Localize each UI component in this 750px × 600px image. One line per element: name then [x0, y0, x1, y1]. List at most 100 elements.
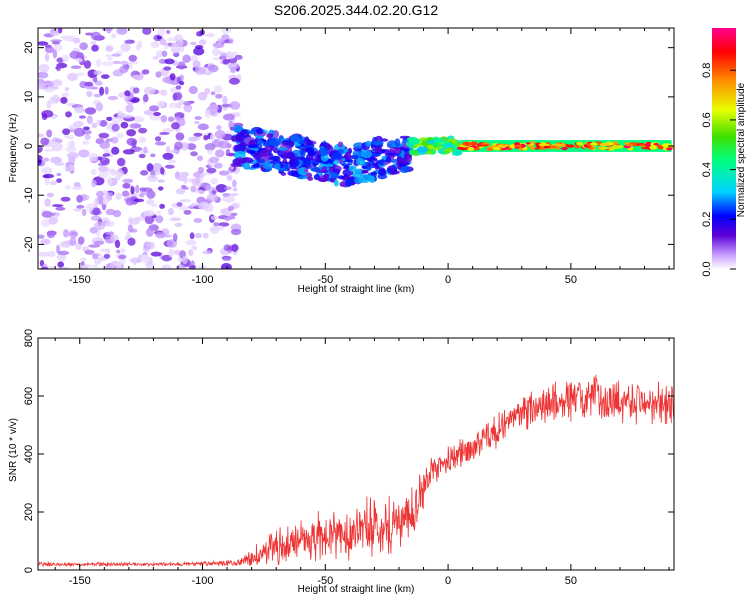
heatmap-cell [222, 95, 228, 105]
heatmap-cell [161, 264, 172, 269]
heatmap-cell [132, 256, 137, 266]
heatmap-cell [215, 93, 223, 99]
heatmap-cell [220, 208, 232, 216]
heatmap-cell [81, 208, 87, 217]
heatmap-cell [224, 216, 231, 222]
heatmap-cell [86, 115, 93, 125]
heatmap-cell [105, 54, 113, 58]
heatmap-cell [167, 116, 175, 122]
heatmap-cell [43, 86, 55, 93]
heatmap-cell [156, 100, 165, 108]
heatmap-cell [318, 147, 329, 157]
heatmap-cell [147, 174, 158, 182]
heatmap-cell [399, 165, 410, 173]
heatmap-cell [63, 229, 69, 238]
heatmap-cell [351, 171, 363, 178]
heatmap-cell [304, 168, 309, 173]
heatmap-cell [58, 28, 63, 34]
heatmap-cell [350, 155, 359, 160]
heatmap-cell [66, 151, 79, 160]
heatmap-cell [116, 28, 128, 35]
heatmap-cell [90, 31, 102, 41]
heatmap-cell [120, 121, 129, 129]
heatmap-cell [348, 165, 357, 173]
heatmap-cell [599, 142, 609, 147]
heatmap-cell [529, 146, 535, 150]
heatmap-cell [92, 76, 98, 83]
heatmap-cell [183, 209, 192, 215]
heatmap-cell [649, 145, 657, 150]
snr-y-tick-label: 600 [23, 387, 35, 405]
heatmap-cell [331, 152, 343, 161]
figure-title: S206.2025.344.02.20.G12 [274, 2, 438, 18]
heatmap-cell [432, 142, 441, 148]
heatmap-cell [214, 149, 225, 158]
heatmap-cell [199, 173, 204, 182]
heatmap-cell [64, 164, 71, 172]
heatmap-cell [107, 57, 114, 61]
heatmap-cell [159, 131, 170, 135]
heatmap-cell [210, 91, 216, 96]
heatmap-cell [174, 222, 183, 227]
heatmap-cell [210, 215, 218, 220]
snr-x-tick-label: 50 [565, 575, 577, 587]
heatmap-cell [182, 255, 188, 265]
heatmap-cell [164, 58, 175, 65]
heatmap-cell [121, 114, 133, 119]
heatmap-cell [105, 208, 116, 216]
heatmap-cell [204, 87, 211, 95]
heatmap-cell [268, 137, 281, 146]
colorbar-tick-label: 0.4 [701, 162, 713, 177]
heatmap-cell [164, 43, 169, 50]
heatmap-cell [177, 45, 185, 53]
heatmap-cell [486, 147, 494, 151]
heatmap-cell [221, 28, 232, 34]
heatmap-cell [52, 49, 58, 59]
heatmap-cell [177, 61, 186, 70]
heatmap-cell [234, 143, 246, 153]
heatmap-cell [155, 215, 164, 224]
spectrogram-y-tick-label: -20 [23, 236, 35, 252]
heatmap-cell [230, 228, 242, 236]
heatmap-cell [171, 42, 181, 48]
heatmap-cell [82, 140, 90, 145]
snr-panel: -150 -100 -50 0 50 0 200 400 600 800 Height of st… [8, 329, 675, 595]
heatmap-cell [90, 168, 97, 176]
heatmap-cell [107, 95, 118, 101]
heatmap-cell [209, 133, 216, 142]
heatmap-cell [92, 253, 99, 260]
heatmap-cell [216, 125, 222, 131]
heatmap-cell [132, 74, 141, 79]
heatmap-cell [56, 253, 67, 261]
heatmap-cell [344, 178, 353, 187]
heatmap-cell [40, 137, 50, 146]
heatmap-cell [164, 164, 175, 169]
heatmap-cell [93, 93, 102, 98]
spectrogram-heatmap [38, 28, 674, 269]
heatmap-cell [122, 183, 131, 189]
colorbar-tick-label: 0.6 [701, 112, 713, 127]
heatmap-cell [307, 176, 314, 181]
snr-x-tick-label: -150 [69, 575, 91, 587]
heatmap-cell [152, 56, 159, 60]
heatmap-cell [217, 37, 222, 45]
heatmap-cell [509, 144, 516, 149]
heatmap-cell [194, 66, 206, 75]
heatmap-cell [38, 133, 45, 138]
heatmap-cell [60, 96, 68, 104]
spectrogram-x-tick-label: -50 [317, 274, 333, 286]
heatmap-cell [146, 163, 154, 172]
heatmap-cell [52, 204, 64, 208]
heatmap-cell [91, 264, 99, 269]
heatmap-cell [229, 192, 239, 197]
heatmap-cell [84, 134, 91, 140]
heatmap-cell [99, 248, 109, 252]
heatmap-cell [204, 143, 216, 151]
heatmap-cell [337, 141, 344, 148]
heatmap-cell [190, 185, 197, 193]
heatmap-cell [38, 71, 49, 79]
heatmap-cell [73, 208, 82, 212]
heatmap-cell [347, 147, 352, 154]
heatmap-cell [171, 122, 180, 130]
